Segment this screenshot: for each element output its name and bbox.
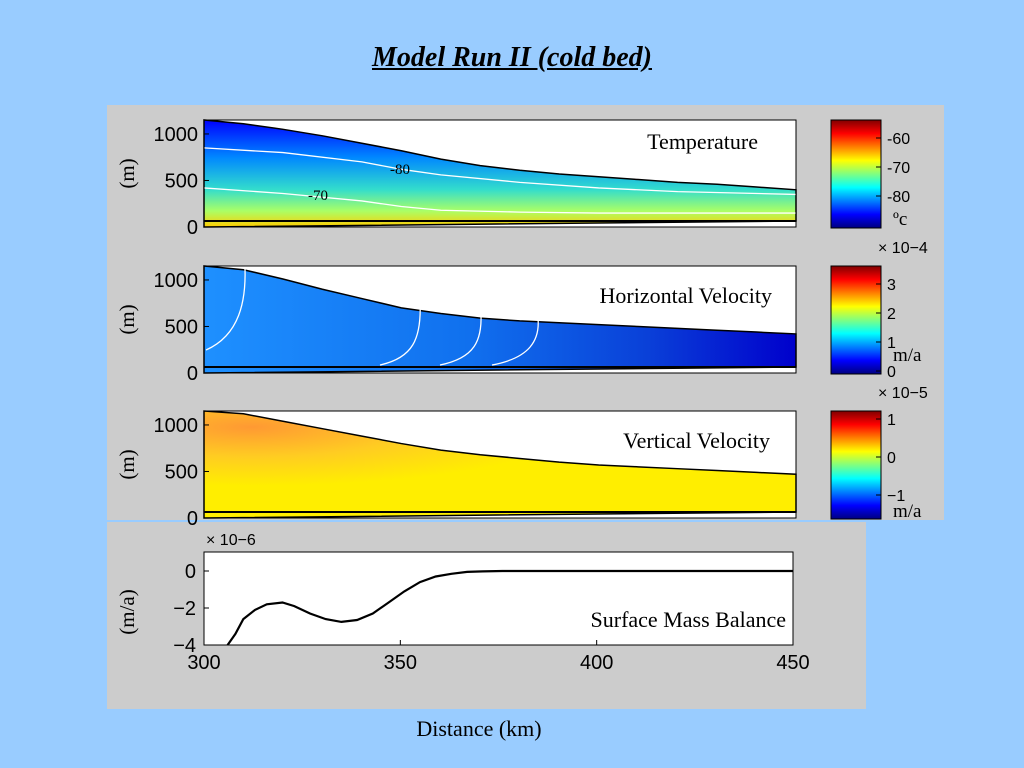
colorbar-tick-label: −1 [887, 488, 905, 505]
colorbar-tick-label: 1 [887, 335, 896, 352]
isoline [439, 313, 482, 366]
y-axis-label: (m) [115, 304, 139, 334]
axes-frame [203, 265, 797, 374]
isoline [205, 267, 246, 351]
colorbar-tick-label: 0 [887, 364, 896, 381]
colorbar-unit: m/a [893, 501, 922, 522]
axes-frame [203, 410, 797, 519]
colorbar-unit: ºc [893, 209, 907, 230]
panel-1: -80 -70 0 500 1000 (m) Temperature -60 -70 -80 ºc [115, 119, 910, 239]
colorbar [830, 119, 882, 229]
y-tick-label: 0 [187, 508, 198, 530]
y-tick-label: 500 [165, 316, 198, 338]
contour-line [203, 187, 796, 214]
y-axis-label: (m) [115, 449, 139, 479]
panel-title: Surface Mass Balance [591, 607, 786, 632]
panel-title: Vertical Velocity [623, 428, 770, 453]
colorbar [830, 265, 882, 375]
colorbar-tick-label: -70 [887, 160, 910, 177]
contour-label: -80 [390, 162, 410, 178]
panel-title: Horizontal Velocity [600, 283, 773, 308]
y-tick-label: 0 [185, 561, 196, 583]
ice-body [203, 265, 797, 374]
colorbar-scale: × 10−5 [878, 385, 928, 402]
y-tick-label: −2 [173, 598, 196, 620]
y-tick-label: 500 [165, 170, 198, 192]
colorbar-tick-label: -60 [887, 131, 910, 148]
colorbar-tick-label: -80 [887, 189, 910, 206]
y-axis-label: (m/a) [115, 589, 139, 634]
colorbar [830, 410, 882, 520]
colorbar-scale: × 10−4 [878, 240, 928, 257]
panel-2: 0 500 1000 (m) Horizontal Velocity 3 2 1 0 × 10−4… [115, 240, 928, 385]
ice-body [203, 410, 797, 519]
panel-title: Temperature [647, 129, 758, 154]
isoline [379, 299, 421, 366]
x-tick-label: 450 [776, 652, 809, 674]
y-tick-label: −4 [173, 635, 196, 657]
axes-frame [203, 119, 797, 228]
y-scale-label: × 10−6 [206, 532, 256, 549]
x-tick-label: 350 [384, 652, 417, 674]
x-tick-label: 300 [187, 652, 220, 674]
colorbar-tick-label: 2 [887, 306, 896, 323]
isoline [491, 317, 539, 366]
contour-label: -70 [308, 188, 328, 204]
x-axis-label: Distance (km) [416, 716, 542, 741]
plot-area [203, 551, 794, 646]
y-axis-label: (m) [115, 158, 139, 188]
contour-line [203, 147, 797, 196]
y-tick-label: 1000 [154, 415, 199, 437]
y-tick-label: 0 [187, 363, 198, 385]
colorbar-tick-label: 3 [887, 277, 896, 294]
x-tick-label: 400 [580, 652, 613, 674]
colorbar-tick-label: 0 [887, 450, 896, 467]
colorbar-tick-label: 1 [887, 412, 896, 429]
y-tick-label: 0 [187, 217, 198, 239]
y-tick-label: 1000 [154, 270, 199, 292]
colorbar-unit: m/a [893, 345, 922, 366]
y-tick-label: 1000 [154, 124, 199, 146]
page-title: Model Run II (cold bed) [372, 42, 652, 73]
panel-3: 0 500 1000 (m) Vertical Velocity 1 0 −1 × 10−5 m/… [115, 385, 928, 530]
smb-line [226, 569, 793, 646]
y-tick-label: 500 [165, 461, 198, 483]
